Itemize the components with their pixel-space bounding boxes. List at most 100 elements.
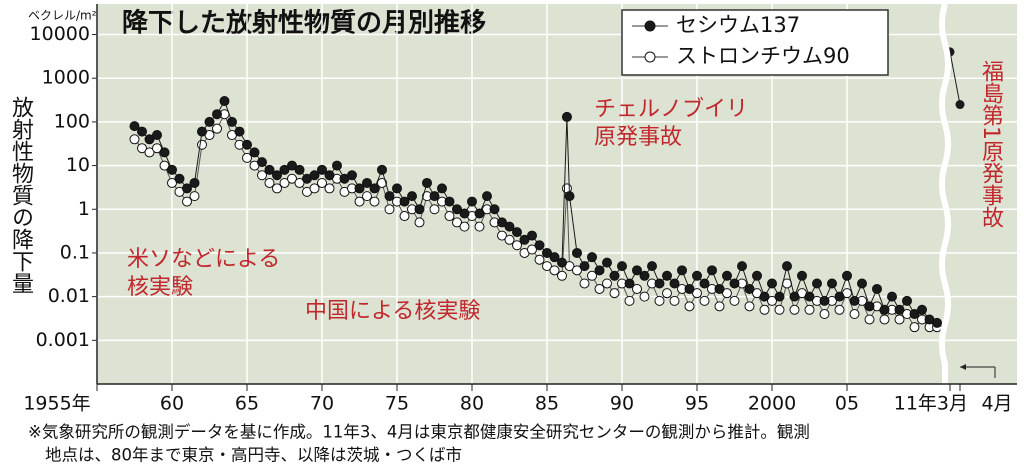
x-tick-label: 60 <box>160 393 184 415</box>
data-point <box>879 314 890 325</box>
y-tick-label: 0.01 <box>48 285 90 307</box>
data-point <box>737 261 747 272</box>
data-point <box>422 177 432 188</box>
annotation: 核実験 <box>127 275 193 300</box>
legend-marker <box>644 51 656 63</box>
data-point <box>452 217 462 228</box>
data-point <box>647 261 657 272</box>
data-point <box>955 100 965 110</box>
x-tick-label: 65 <box>235 393 259 415</box>
data-point <box>759 291 770 302</box>
arrow-head <box>960 364 966 370</box>
x-tick-label: 75 <box>385 393 409 415</box>
data-point <box>602 278 612 289</box>
data-point <box>857 278 867 289</box>
data-point <box>459 221 470 232</box>
data-point <box>527 244 537 255</box>
data-point <box>212 123 222 134</box>
data-point <box>572 247 582 258</box>
annotation: 中国による核実験 <box>305 299 480 324</box>
data-point <box>384 204 395 215</box>
data-point <box>834 304 845 315</box>
y-tick-label: 100 <box>54 110 90 132</box>
data-point <box>309 183 320 194</box>
legend-label: ストロンチウム90 <box>676 44 850 68</box>
data-point <box>579 261 590 272</box>
data-point <box>182 196 192 207</box>
data-point <box>804 304 815 315</box>
data-point <box>504 234 515 245</box>
data-point <box>894 314 905 325</box>
data-point <box>377 164 387 175</box>
data-point <box>159 160 170 171</box>
data-point <box>692 270 702 281</box>
data-point <box>549 265 560 276</box>
data-point <box>561 111 572 122</box>
data-point <box>699 278 710 289</box>
data-point <box>917 304 927 315</box>
data-point <box>414 217 425 228</box>
data-point <box>572 265 582 276</box>
data-point <box>129 134 140 145</box>
data-point <box>294 164 305 175</box>
data-point <box>849 309 860 320</box>
data-point <box>654 295 665 306</box>
data-point <box>624 278 635 289</box>
x-tick-label: 95 <box>685 393 709 415</box>
data-point <box>414 204 425 215</box>
data-point <box>407 191 417 202</box>
data-point <box>444 211 455 222</box>
data-point <box>587 252 597 263</box>
footnote: ※気象研究所の観測データを基に作成。11年3、4月は東京都健康安全研究センターの… <box>28 422 810 442</box>
data-point <box>827 278 837 289</box>
data-point <box>842 270 852 281</box>
data-point <box>264 164 275 175</box>
data-point <box>137 126 147 137</box>
data-point <box>497 217 507 228</box>
data-point <box>639 270 650 281</box>
data-point <box>894 304 905 315</box>
data-point <box>662 288 672 299</box>
data-point <box>429 204 440 215</box>
data-point <box>872 283 882 294</box>
data-point <box>602 257 612 268</box>
data-point <box>887 291 897 302</box>
x-tick-label: 05 <box>835 393 859 415</box>
x-tick-label: 11年3月 <box>894 393 968 415</box>
y-tick-label: 0.1 <box>60 241 90 263</box>
data-point <box>849 295 860 306</box>
data-point <box>197 126 207 137</box>
data-point <box>782 261 792 272</box>
data-point <box>242 139 252 150</box>
data-point <box>639 291 650 302</box>
data-point <box>354 196 365 207</box>
data-point <box>632 265 642 276</box>
data-point <box>579 278 590 289</box>
data-point <box>722 288 732 299</box>
data-point <box>512 240 522 251</box>
data-point <box>684 301 695 312</box>
data-point <box>369 196 380 207</box>
data-point <box>384 191 395 202</box>
annotation: 原発事故 <box>594 125 682 150</box>
data-point <box>159 147 170 158</box>
data-point <box>324 183 335 194</box>
x-tick-label: 4月 <box>981 393 1012 415</box>
data-point <box>324 170 335 181</box>
data-point <box>617 261 627 272</box>
data-point <box>167 177 177 188</box>
legend-marker <box>644 20 656 32</box>
data-point <box>812 278 822 289</box>
annotation: 米ソなどによる <box>127 247 280 272</box>
data-point <box>459 208 470 219</box>
data-point <box>714 301 725 312</box>
data-point <box>542 261 552 272</box>
data-point <box>557 270 567 281</box>
y-tick-label: 1000 <box>42 67 90 89</box>
axis-break <box>939 3 951 388</box>
data-point <box>452 204 462 215</box>
data-point <box>729 295 740 306</box>
data-point <box>152 130 162 141</box>
data-point <box>632 283 642 294</box>
